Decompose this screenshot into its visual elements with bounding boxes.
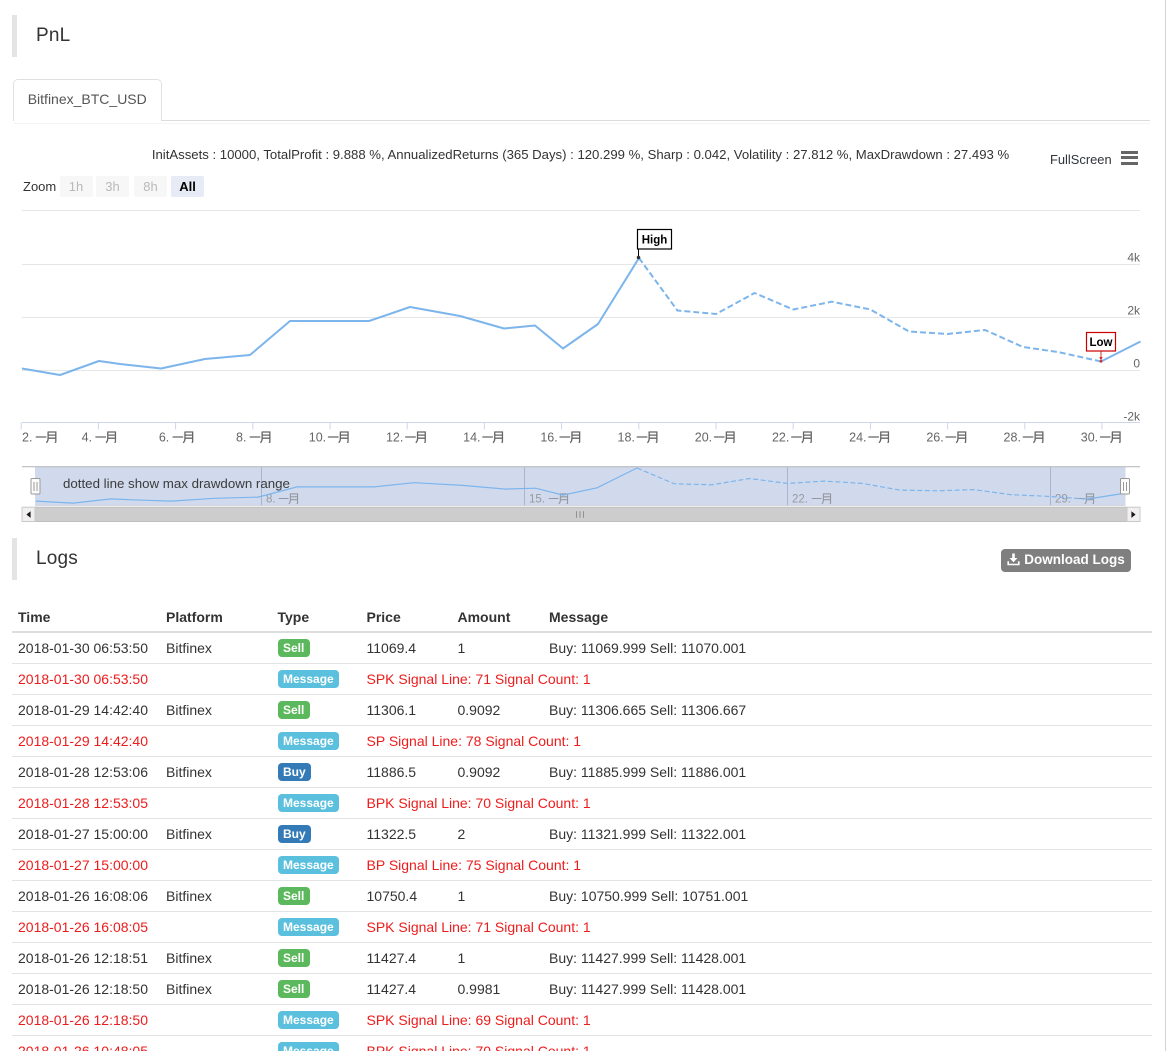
svg-text:14.: 14. [463, 431, 480, 445]
svg-text:30.: 30. [1081, 431, 1098, 445]
svg-text:2.: 2. [22, 431, 32, 445]
svg-text:4.: 4. [82, 431, 92, 445]
svg-text:24.: 24. [849, 431, 866, 445]
svg-text:dotted line show max drawdown: dotted line show max drawdown range [63, 476, 290, 491]
svg-text:10.: 10. [309, 431, 326, 445]
svg-text:29.: 29. [1055, 494, 1071, 506]
svg-text:12.: 12. [386, 431, 403, 445]
svg-text:0: 0 [1133, 357, 1140, 371]
svg-text:15.: 15. [529, 494, 545, 506]
svg-text:-2k: -2k [1123, 410, 1141, 424]
svg-text:Low: Low [1090, 337, 1113, 349]
svg-text:26.: 26. [926, 431, 943, 445]
svg-text:4k: 4k [1127, 251, 1141, 265]
svg-text:8.: 8. [236, 431, 246, 445]
svg-text:22.: 22. [792, 494, 808, 506]
svg-text:28.: 28. [1004, 431, 1021, 445]
svg-text:2k: 2k [1127, 304, 1141, 318]
svg-text:22.: 22. [772, 431, 789, 445]
svg-text:16.: 16. [540, 431, 557, 445]
svg-text:High: High [642, 235, 668, 247]
svg-text:20.: 20. [695, 431, 712, 445]
svg-text:18.: 18. [618, 431, 635, 445]
svg-text:6.: 6. [159, 431, 169, 445]
svg-text:8.: 8. [266, 494, 276, 506]
